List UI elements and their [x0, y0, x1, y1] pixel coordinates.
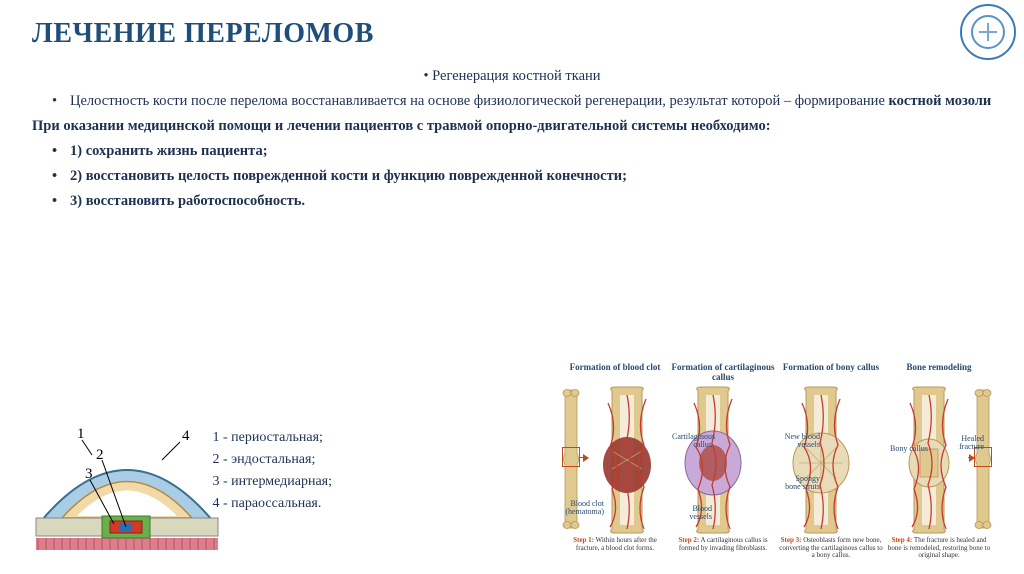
para1: Целостность кости после перелома восстан… — [32, 93, 992, 110]
stage-title: Formation of blood clot — [570, 363, 661, 385]
annotation: Blood clot (hematoma) — [564, 500, 604, 517]
callus-n3: 3 — [85, 466, 93, 482]
callus-svg: 1 3 2 4 — [32, 410, 222, 560]
callus-diagram: 1 3 2 4 1 - периостальная; 2 - эндосталь… — [32, 410, 332, 560]
callus-l4: 4 - параоссальная. — [212, 496, 332, 512]
annotation: Bony callus — [888, 445, 928, 453]
stage-caption: Step 4: The fracture is healed and bone … — [886, 537, 992, 560]
stage-title: Bone remodeling — [906, 363, 971, 385]
sub1: Регенерация костной ткани — [432, 68, 600, 84]
annotation: Healed fracture — [944, 435, 984, 452]
pt3: 3) восстановить работоспособность. — [32, 193, 992, 210]
callus-l2: 2 - эндостальная; — [212, 452, 332, 468]
stage-title: Formation of bony callus — [783, 363, 879, 385]
body-text: • Регенерация костной ткани Целостность … — [32, 68, 992, 210]
pt2: 2) восстановить целость поврежденной кос… — [32, 168, 992, 185]
stage-image: Blood clot (hematoma) — [562, 385, 668, 535]
callus-l1: 1 - периостальная; — [212, 430, 332, 446]
callus-l3: 3 - интермедиарная; — [212, 474, 332, 490]
stage-caption: Step 3: Osteoblasts form new bone, conve… — [778, 537, 884, 560]
stage-1: Formation of blood clot Blood clot (hema… — [562, 363, 668, 552]
stage-3: Formation of bony callusNew blood vessel… — [778, 363, 884, 560]
healing-stages: Formation of blood clot Blood clot (hema… — [348, 363, 992, 560]
annotation: Spongy bone struts — [780, 475, 820, 492]
stage-image: Bony callus Healed fracture — [886, 385, 992, 535]
callus-n2: 2 — [96, 447, 104, 463]
annotation: Cartilaginous callus — [672, 433, 712, 450]
stage-title: Formation of cartilaginous callus — [670, 363, 776, 385]
callus-n1: 1 — [77, 426, 85, 442]
stage-image: New blood vessels Spongy bone struts — [778, 385, 884, 535]
callus-labels: 1 - периостальная; 2 - эндостальная; 3 -… — [212, 430, 332, 512]
page-title: ЛЕЧЕНИЕ ПЕРЕЛОМОВ — [32, 18, 992, 50]
pt1: 1) сохранить жизнь пациента; — [32, 143, 992, 160]
annotation: Blood vessels — [672, 505, 712, 522]
stage-image: Cartilaginous callus Blood vessels — [670, 385, 776, 535]
annotation: New blood vessels — [780, 433, 820, 450]
para2: При оказании медицинской помощи и лечени… — [32, 118, 992, 135]
stage-2: Formation of cartilaginous callusCartila… — [670, 363, 776, 552]
callus-n4: 4 — [182, 428, 190, 444]
logo — [960, 4, 1016, 60]
stage-4: Bone remodeling Bony callus Healed fractu… — [886, 363, 992, 560]
